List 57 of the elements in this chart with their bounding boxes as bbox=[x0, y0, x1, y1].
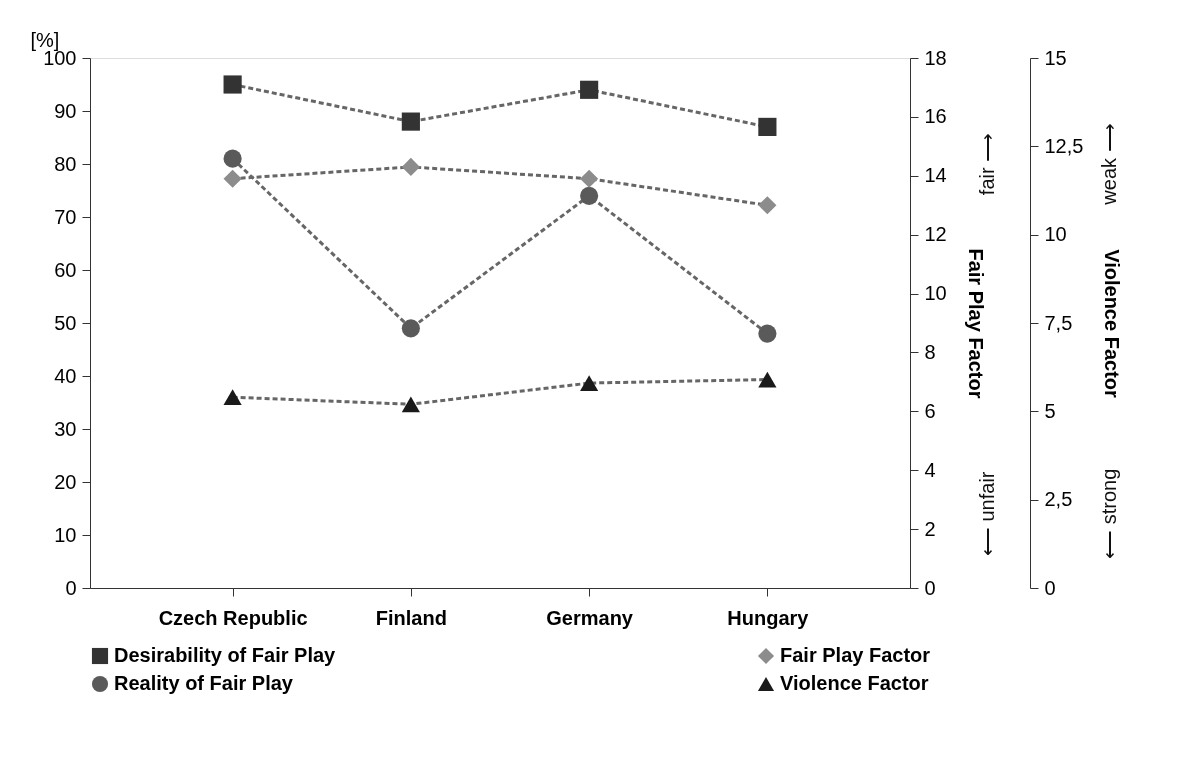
point bbox=[223, 75, 242, 94]
y2-axis-title: Fair Play Factor bbox=[964, 248, 987, 399]
y-tick-label: 80 bbox=[54, 152, 77, 175]
y2-tick-label: 18 bbox=[924, 46, 947, 69]
y-tick-label: 60 bbox=[54, 258, 77, 281]
y2-tick-label: 2 bbox=[924, 517, 936, 540]
point bbox=[580, 375, 599, 391]
y-tick-label: 20 bbox=[54, 470, 77, 493]
point bbox=[758, 117, 777, 136]
point bbox=[223, 169, 242, 188]
y-tick-label: 10 bbox=[54, 523, 77, 546]
x-tick-label: Finland bbox=[375, 606, 447, 629]
y-tick-label: 40 bbox=[54, 364, 77, 387]
y3-tick-label: 10 bbox=[1044, 223, 1067, 246]
y2-tick-label: 0 bbox=[924, 576, 936, 599]
y-tick-label: 50 bbox=[54, 311, 77, 334]
y2-tick-label: 16 bbox=[924, 105, 947, 128]
text: fair ⟶ bbox=[976, 132, 998, 196]
x-tick-label: Hungary bbox=[727, 606, 810, 629]
point bbox=[401, 319, 420, 338]
point bbox=[223, 149, 242, 168]
y3-tick-label: 2,5 bbox=[1044, 488, 1073, 511]
x-tick-label: Germany bbox=[546, 606, 634, 629]
y3-tick-label: 12,5 bbox=[1044, 134, 1084, 157]
y-tick-label: 0 bbox=[65, 576, 77, 599]
y3-tick-label: 15 bbox=[1044, 46, 1067, 69]
legend-label: Violence Factor bbox=[780, 672, 929, 694]
point bbox=[401, 157, 420, 177]
text: weak ⟶ bbox=[1098, 123, 1120, 206]
y2-tick-label: 8 bbox=[924, 340, 936, 363]
x-tick-label: Czech Republic bbox=[158, 606, 308, 629]
y3-tick-label: 7,5 bbox=[1044, 311, 1073, 334]
point bbox=[401, 396, 420, 413]
point bbox=[580, 169, 599, 188]
y3-tick-label: 5 bbox=[1044, 399, 1056, 422]
text: ⟵ unfair bbox=[976, 471, 998, 557]
point bbox=[758, 196, 777, 215]
point bbox=[580, 80, 599, 99]
y2-tick-label: 14 bbox=[924, 164, 947, 187]
point bbox=[223, 389, 242, 406]
y-tick-label: 30 bbox=[54, 417, 77, 440]
point bbox=[580, 186, 599, 205]
legend-label: Fair Play Factor bbox=[780, 644, 931, 666]
legend-label: Desirability of Fair Play bbox=[114, 644, 337, 666]
y3-tick-label: 0 bbox=[1044, 576, 1056, 599]
y2-tick-label: 10 bbox=[924, 282, 947, 305]
text: ⟵ strong bbox=[1098, 468, 1120, 559]
y-tick-label: 70 bbox=[54, 205, 77, 228]
y3-axis-title: Violence Factor bbox=[1101, 249, 1124, 398]
point bbox=[758, 371, 777, 388]
y2-tick-label: 4 bbox=[924, 458, 936, 481]
point bbox=[401, 112, 420, 131]
y2-tick-label: 12 bbox=[924, 223, 947, 246]
point bbox=[758, 324, 777, 343]
y-tick-label: 90 bbox=[54, 99, 77, 122]
y2-tick-label: 6 bbox=[924, 399, 936, 422]
legend-label: Reality of Fair Play bbox=[114, 672, 294, 694]
